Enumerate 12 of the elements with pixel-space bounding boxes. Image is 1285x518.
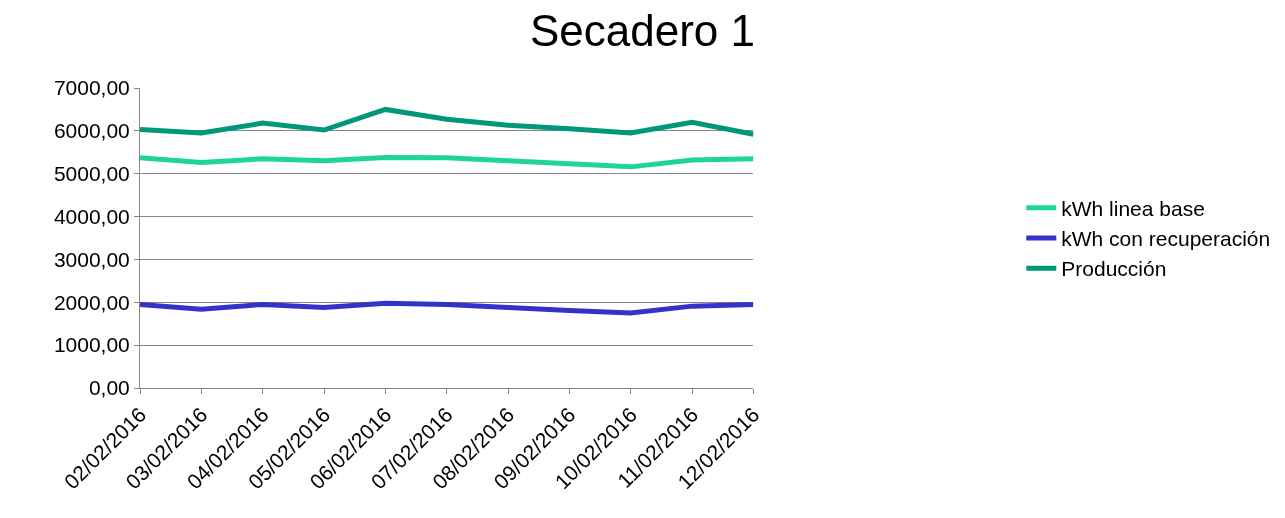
y-tick-label: 0,00 (88, 376, 130, 400)
y-tick-label: 2000,00 (53, 290, 130, 314)
legend-label: kWh con recuperación (1061, 227, 1271, 251)
y-tick-label: 7000,00 (53, 76, 130, 100)
y-tick-label: 4000,00 (53, 204, 130, 228)
legend-label: kWh linea base (1061, 196, 1205, 220)
y-tick-label: 3000,00 (53, 247, 130, 271)
chart-title: Secadero 1 (529, 6, 756, 56)
y-tick-label: 6000,00 (53, 119, 130, 143)
y-tick-label: 5000,00 (53, 162, 130, 186)
legend-label: Producción (1061, 257, 1167, 281)
y-tick-label: 1000,00 (53, 333, 130, 357)
